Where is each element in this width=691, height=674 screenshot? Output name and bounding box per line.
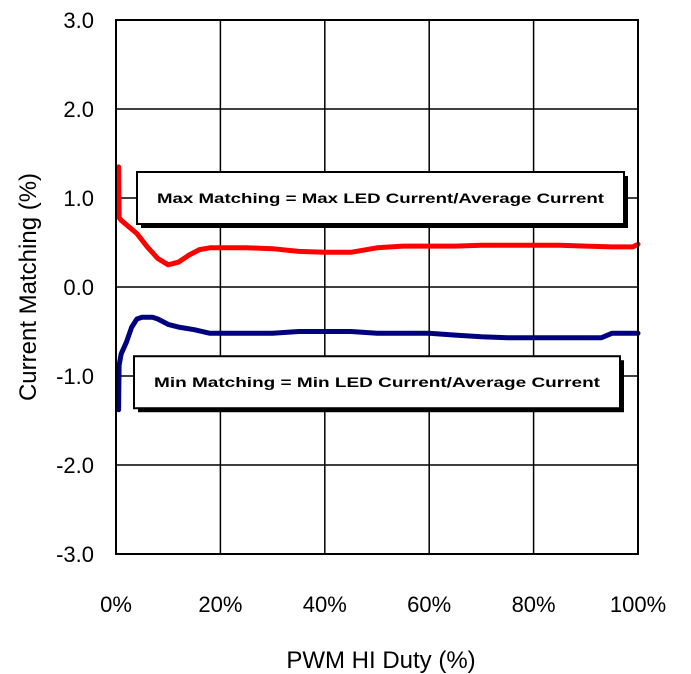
y-axis-tick-labels: 3.0 2.0 1.0 0.0 -1.0 -2.0 -3.0 (56, 8, 94, 567)
series-line-1 (116, 164, 641, 268)
y-tick-label: -2.0 (56, 453, 94, 478)
x-tick-label: 20% (198, 592, 242, 617)
legend-box-frame (133, 355, 621, 410)
series-lines (116, 164, 641, 413)
x-tick-label: 100% (610, 592, 666, 617)
x-axis-tick-labels: 0% 20% 40% 60% 80% 100% (100, 592, 666, 617)
y-tick-label: 2.0 (63, 97, 94, 122)
legend-text: Max Matching = Max LED Current/Average C… (157, 190, 604, 206)
x-tick-label: 80% (512, 592, 556, 617)
y-tick-label: 3.0 (63, 8, 94, 33)
y-axis-title: Current Matching (%) (15, 173, 42, 401)
y-tick-label: -1.0 (56, 364, 94, 389)
y-tick-label: -3.0 (56, 542, 94, 567)
legend-boxes: Max Matching = Max LED Current/Average C… (133, 171, 628, 413)
y-tick-label: 1.0 (63, 186, 94, 211)
x-axis-title: PWM HI Duty (%) (286, 647, 475, 674)
plot-area-frame (115, 19, 639, 555)
legend-text: Min Matching = Min LED Current/Average C… (154, 374, 600, 390)
x-tick-label: 0% (100, 592, 132, 617)
legend-box-frame (136, 171, 625, 225)
legend-box-2: Min Matching = Min LED Current/Average C… (133, 355, 624, 413)
x-tick-label: 60% (407, 592, 451, 617)
y-tick-label: 0.0 (63, 275, 94, 300)
x-tick-label: 40% (303, 592, 347, 617)
series-line-2 (116, 314, 641, 413)
legend-box-1: Max Matching = Max LED Current/Average C… (136, 171, 628, 228)
